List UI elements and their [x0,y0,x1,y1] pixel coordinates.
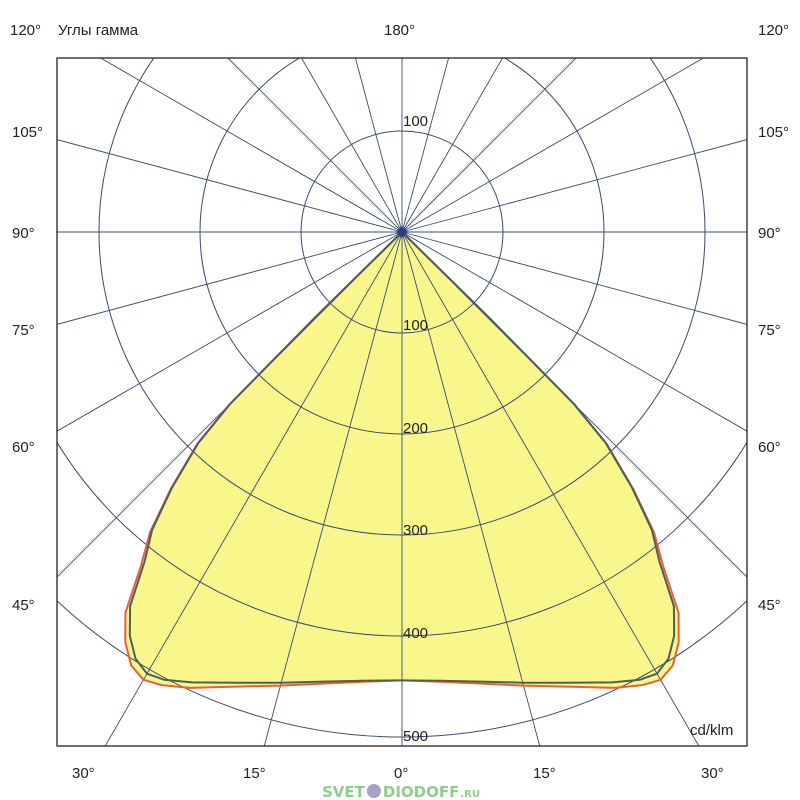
grid-radial-165 [401,58,450,233]
unit-label: cd/klm [690,722,733,739]
logo-text-part1: SVET [322,783,366,800]
angle-label-top-left: 120° [10,22,41,39]
radial-tick-300: 300 [403,522,428,539]
grid-radial-75 [401,231,747,325]
angle-label-bottom-30-right: 30° [701,765,724,782]
angle-label-right-60: 60° [758,439,781,456]
angle-label-bottom-30-left: 30° [72,765,95,782]
grid-radial-330 [104,231,403,746]
logo-text-part2: DIODOFF [383,783,459,800]
radial-tick-upper-100: 100 [403,113,428,130]
angle-label-left-105: 105° [12,124,43,141]
grid-radial-240 [100,58,403,233]
center-marker [396,226,408,238]
angle-label-left-60: 60° [12,439,35,456]
logo-suffix: .RU [460,789,480,800]
angle-label-bottom-15-left: 15° [243,765,266,782]
grid-radial-225 [227,58,403,233]
grid-radial-345 [263,231,403,746]
grid-radial-135 [401,58,577,233]
logo-dot-icon [366,784,381,798]
angle-label-bottom-0: 0° [394,765,408,782]
angle-label-top-center: 180° [384,22,415,39]
radial-tick-500: 500 [403,728,428,745]
plot-frame [56,57,748,747]
watermark-logo: SVET DIODOFF.RU [322,783,480,800]
intensity-curves [124,231,680,689]
grid-radial-120 [401,58,704,233]
grid-radial-285 [57,231,403,325]
angle-label-left-90: 90° [12,225,35,242]
grid-radial-60 [401,231,747,432]
polar-grid [57,58,747,746]
angle-label-right-45: 45° [758,597,781,614]
radial-tick-400: 400 [403,625,428,642]
angle-label-top-right: 120° [758,22,789,39]
logo-text: SVET DIODOFF.RU [322,783,480,800]
intensity-curve-2 [128,231,676,684]
angle-label-right-105: 105° [758,124,789,141]
angle-label-left-75: 75° [12,322,35,339]
radial-tick-200: 200 [403,420,428,437]
grid-radial-255 [57,139,403,233]
grid-radial-15 [401,231,541,746]
angle-label-bottom-15-right: 15° [533,765,556,782]
grid-radial-210 [301,58,403,233]
radial-tick-100: 100 [403,317,428,334]
angle-label-right-75: 75° [758,322,781,339]
angle-label-left-45: 45° [12,597,35,614]
chart-title: Углы гамма [58,22,139,39]
angle-label-right-90: 90° [758,225,781,242]
grid-radial-105 [401,139,747,233]
grid-radial-30 [401,231,700,746]
grid-radial-150 [401,58,503,233]
grid-radial-300 [57,231,403,432]
grid-radial-195 [354,58,403,233]
